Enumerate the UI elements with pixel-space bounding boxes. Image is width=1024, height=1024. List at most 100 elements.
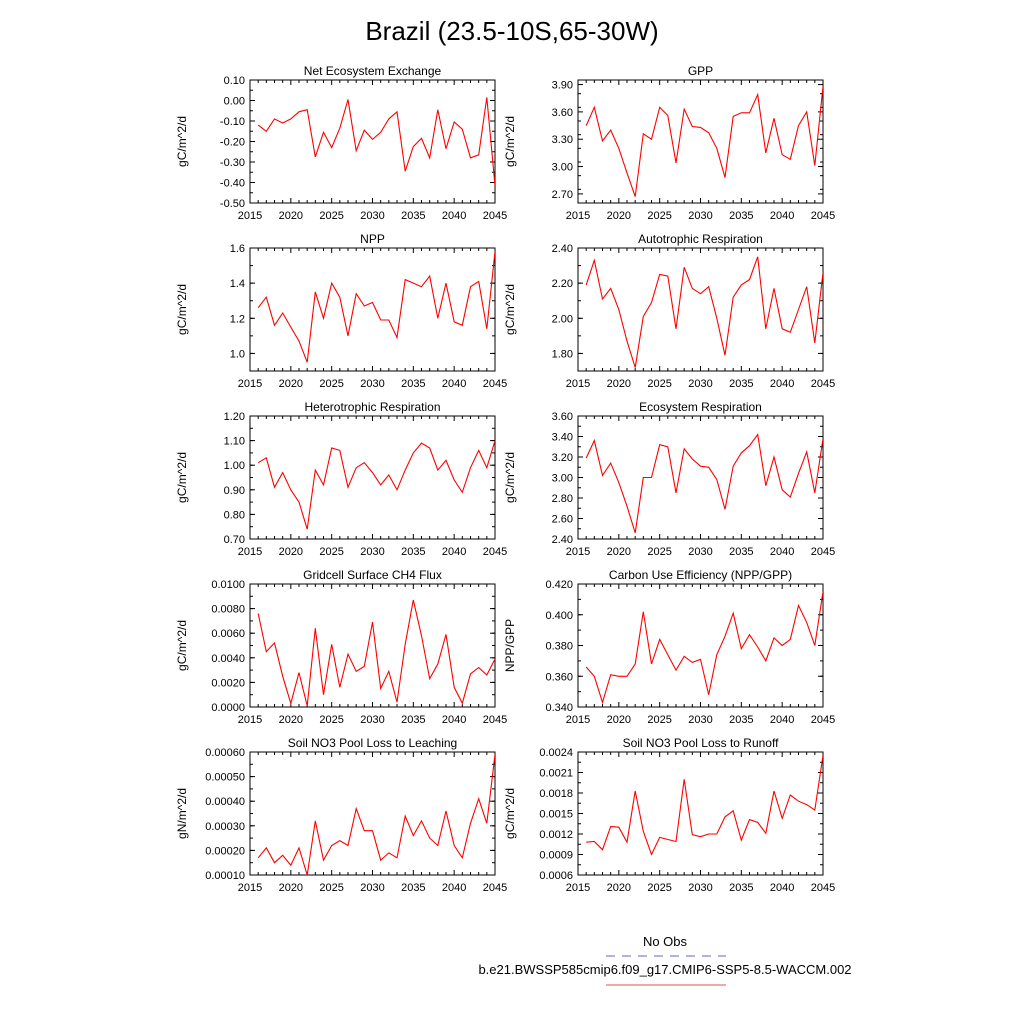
x-tick-label: 2015 (566, 546, 590, 558)
x-tick-label: 2030 (360, 714, 384, 726)
x-tick-label: 2030 (688, 882, 712, 894)
x-tick-label: 2020 (279, 882, 303, 894)
y-tick-label: 2.60 (552, 514, 573, 526)
x-tick-label: 2045 (811, 546, 835, 558)
page-title: Brazil (23.5-10S,65-30W) (365, 16, 658, 46)
y-tick-label: 0.00020 (205, 845, 245, 857)
y-tick-label: 3.20 (552, 452, 573, 464)
y-tick-label: 2.00 (552, 313, 573, 325)
x-tick-label: 2045 (811, 882, 835, 894)
x-tick-label: 2030 (688, 378, 712, 390)
x-tick-label: 2025 (647, 714, 671, 726)
y-tick-label: 3.40 (552, 432, 573, 444)
x-tick-label: 2015 (238, 210, 262, 222)
y-tick-label: -0.30 (220, 157, 245, 169)
y-tick-label: 1.80 (552, 348, 573, 360)
y-tick-label: 3.60 (552, 107, 573, 119)
y-tick-label: 3.30 (552, 134, 573, 146)
x-tick-label: 2035 (401, 378, 425, 390)
x-tick-label: 2015 (238, 546, 262, 558)
plot-frame (249, 751, 496, 876)
plot-frame (577, 247, 824, 372)
x-tick-label: 2040 (770, 882, 794, 894)
panel-title: Net Ecosystem Exchange (304, 64, 442, 78)
x-tick-label: 2045 (811, 210, 835, 222)
x-tick-label: 2015 (238, 882, 262, 894)
y-axis-label: gC/m^2/d (503, 284, 517, 335)
x-tick-label: 2020 (279, 378, 303, 390)
y-tick-label: 1.2 (230, 313, 245, 325)
y-tick-label: 0.10 (224, 75, 245, 87)
panel-soil-no3-pool-loss-to-leaching: Soil NO3 Pool Loss to Leaching gN/m^2/d 20… (175, 736, 507, 894)
series-line (257, 97, 495, 186)
y-tick-label: 2.70 (552, 189, 573, 201)
plot-frame (249, 79, 496, 204)
y-tick-label: 0.00050 (205, 772, 245, 784)
x-tick-label: 2030 (688, 714, 712, 726)
panels: Net Ecosystem Exchange gC/m^2/d 2015 2020 20… (175, 64, 835, 894)
series-line (257, 754, 495, 875)
panel-title: Gridcell Surface CH4 Flux (303, 568, 442, 582)
x-tick-label: 2025 (319, 714, 343, 726)
plot-frame (249, 415, 496, 540)
y-tick-label: -0.20 (220, 137, 245, 149)
x-tick-label: 2025 (647, 210, 671, 222)
y-tick-label: 0.420 (545, 579, 573, 591)
plot-frame (577, 751, 824, 876)
y-axis-label: gC/m^2/d (175, 284, 189, 335)
y-tick-label: 0.0009 (539, 850, 573, 862)
x-tick-label: 2035 (401, 882, 425, 894)
y-tick-label: 1.00 (224, 460, 245, 472)
panel-ecosystem-respiration: Ecosystem Respiration gC/m^2/d 2015 2020 202… (503, 400, 835, 558)
y-tick-label: 2.40 (552, 243, 573, 255)
x-tick-label: 2030 (360, 546, 384, 558)
y-axis-label: gC/m^2/d (175, 620, 189, 671)
y-tick-label: 0.400 (545, 610, 573, 622)
x-tick-label: 2015 (566, 882, 590, 894)
series-line (585, 256, 823, 368)
x-tick-label: 2020 (279, 210, 303, 222)
series-line (257, 440, 495, 530)
y-tick-label: 0.0006 (539, 870, 573, 882)
y-tick-label: 1.10 (224, 436, 245, 448)
panel-gridcell-surface-ch4-flux: Gridcell Surface CH4 Flux gC/m^2/d 2015 202… (175, 568, 507, 726)
x-tick-label: 2040 (770, 210, 794, 222)
y-tick-label: 1.6 (230, 243, 245, 255)
panel-title: Autotrophic Respiration (638, 232, 763, 246)
x-tick-label: 2030 (360, 378, 384, 390)
panel-carbon-use-efficiency-npp-gpp: Carbon Use Efficiency (NPP/GPP) NPP/GPP 20… (503, 568, 835, 726)
x-tick-label: 2020 (607, 546, 631, 558)
x-tick-label: 2045 (483, 882, 507, 894)
y-tick-label: 1.20 (224, 411, 245, 423)
x-tick-label: 2015 (566, 378, 590, 390)
panel-title: Ecosystem Respiration (639, 400, 762, 414)
x-tick-label: 2030 (360, 210, 384, 222)
x-tick-label: 2030 (688, 210, 712, 222)
x-tick-label: 2015 (566, 210, 590, 222)
y-tick-label: 0.0040 (211, 653, 245, 665)
y-tick-label: 3.00 (552, 473, 573, 485)
series-line (585, 433, 823, 534)
y-tick-label: 0.00010 (205, 870, 245, 882)
x-tick-label: 2035 (729, 714, 753, 726)
x-tick-label: 2040 (442, 210, 466, 222)
x-tick-label: 2020 (279, 546, 303, 558)
panel-soil-no3-pool-loss-to-runoff: Soil NO3 Pool Loss to Runoff gC/m^2/d 2015… (503, 736, 835, 894)
y-tick-label: 0.00 (224, 96, 245, 108)
y-tick-label: 0.00040 (205, 796, 245, 808)
x-tick-label: 2030 (688, 546, 712, 558)
series-line (257, 251, 495, 363)
y-tick-label: 1.4 (230, 278, 245, 290)
y-axis-label: gC/m^2/d (175, 116, 189, 167)
x-tick-label: 2040 (442, 546, 466, 558)
x-tick-label: 2025 (319, 378, 343, 390)
x-tick-label: 2035 (401, 210, 425, 222)
y-tick-label: 0.0080 (211, 604, 245, 616)
x-tick-label: 2020 (279, 714, 303, 726)
y-tick-label: 0.380 (545, 641, 573, 653)
legend-obs-label: No Obs (643, 934, 688, 949)
y-tick-label: 3.60 (552, 411, 573, 423)
y-tick-label: 0.0018 (539, 788, 573, 800)
y-tick-label: 0.80 (224, 509, 245, 521)
y-axis-label: gC/m^2/d (503, 788, 517, 839)
